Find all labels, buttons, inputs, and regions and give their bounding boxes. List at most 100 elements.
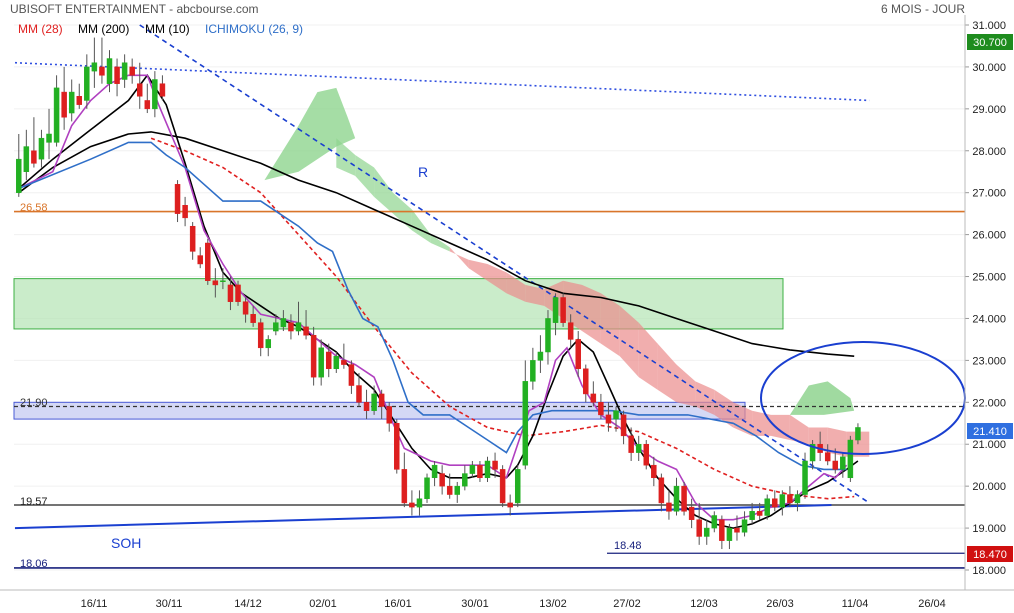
level-label-26-58: 26.58 bbox=[20, 202, 48, 214]
candle-body bbox=[651, 464, 657, 479]
candle-body bbox=[227, 284, 234, 302]
indicator-kijun bbox=[18, 141, 847, 471]
price-tag-high: 30.700 bbox=[973, 37, 1007, 49]
zone-green bbox=[13, 278, 784, 330]
price-tag-high-box bbox=[967, 34, 1013, 50]
candle-body bbox=[257, 322, 264, 349]
cloud-segment bbox=[600, 293, 620, 357]
candle-body bbox=[787, 494, 793, 504]
candle-body bbox=[824, 452, 831, 462]
candles bbox=[16, 37, 861, 550]
candle-body bbox=[507, 502, 513, 508]
cloud-segment bbox=[525, 284, 545, 306]
x-tick-label: 12/03 bbox=[690, 598, 718, 610]
price-tag-low-box bbox=[967, 546, 1013, 562]
candle-body bbox=[38, 137, 45, 160]
candle-body bbox=[144, 100, 151, 110]
candle-body bbox=[514, 469, 521, 504]
candle-body bbox=[477, 464, 483, 479]
candle-body bbox=[499, 469, 506, 504]
cloud-segment bbox=[657, 343, 677, 403]
chart-title: UBISOFT ENTERTAINMENT - abcbourse.com bbox=[10, 2, 259, 16]
candle-body bbox=[552, 297, 559, 323]
candle-body bbox=[136, 83, 143, 97]
candle-body bbox=[726, 527, 733, 541]
candle-body bbox=[189, 225, 196, 252]
candle-body bbox=[386, 406, 392, 424]
candle-body bbox=[688, 506, 695, 520]
y-tick-label: 29.000 bbox=[972, 104, 1006, 116]
x-tick-label: 16/11 bbox=[81, 598, 108, 610]
candle-body bbox=[560, 297, 566, 323]
x-tick-label: 13/02 bbox=[539, 598, 567, 610]
candle-body bbox=[537, 351, 544, 361]
cloud-segment bbox=[582, 284, 601, 344]
candle-body bbox=[53, 87, 60, 143]
candle-body bbox=[522, 381, 529, 466]
candle-body bbox=[764, 498, 770, 516]
candle-body bbox=[749, 511, 755, 520]
cloud-segment bbox=[789, 414, 809, 445]
candle-body bbox=[310, 334, 317, 378]
legend-mm200: MM (200) bbox=[78, 22, 129, 36]
candle-body bbox=[129, 66, 135, 76]
cloud-segment bbox=[487, 263, 507, 294]
x-tick-label: 14/12 bbox=[234, 598, 262, 610]
candle-body bbox=[303, 326, 309, 336]
candle-body bbox=[635, 443, 642, 453]
candle-body bbox=[598, 402, 604, 416]
candle-body bbox=[363, 402, 370, 411]
x-tick-label: 27/02 bbox=[613, 598, 641, 610]
cloud-segment bbox=[506, 272, 526, 302]
candle-body bbox=[61, 91, 67, 118]
cloud-segment bbox=[374, 167, 393, 214]
candle-body bbox=[212, 280, 219, 286]
indicator-mm-200- bbox=[18, 131, 855, 357]
candle-body bbox=[832, 460, 839, 470]
price-tag-low: 18.470 bbox=[973, 549, 1007, 561]
candle-body bbox=[159, 83, 166, 97]
candle-body bbox=[295, 322, 302, 332]
candle-body bbox=[446, 485, 453, 495]
level-label-21-90: 21.90 bbox=[20, 397, 48, 409]
candle-body bbox=[409, 502, 415, 508]
cloud-segment bbox=[676, 364, 696, 407]
candle-body bbox=[91, 62, 98, 72]
candle-body bbox=[575, 339, 581, 370]
candle-body bbox=[280, 318, 287, 328]
candle-body bbox=[469, 464, 476, 474]
indicator-lines bbox=[18, 73, 859, 529]
candle-body bbox=[794, 494, 801, 504]
cloud-segment bbox=[449, 247, 469, 269]
y-tick-label: 25.000 bbox=[972, 272, 1006, 284]
candle-body bbox=[84, 66, 90, 101]
candle-body bbox=[666, 502, 672, 512]
level-label-18-48: 18.48 bbox=[614, 540, 642, 552]
candle-body bbox=[620, 414, 627, 437]
y-tick-label: 19.000 bbox=[972, 523, 1006, 535]
y-tick-label: 26.000 bbox=[972, 230, 1006, 242]
legend-mm28: MM (28) bbox=[18, 22, 63, 36]
y-tick-label: 22.000 bbox=[972, 397, 1006, 409]
x-tick-label: 30/11 bbox=[156, 598, 183, 610]
candle-body bbox=[628, 435, 634, 453]
candle-body bbox=[719, 519, 725, 541]
chart-period: 6 MOIS - JOUR bbox=[881, 2, 965, 16]
x-tick-label: 11/04 bbox=[842, 598, 869, 610]
cloud-segment bbox=[468, 259, 488, 281]
annotation-resistance: R bbox=[418, 164, 428, 180]
candle-body bbox=[99, 66, 105, 76]
candle-body bbox=[220, 280, 226, 282]
x-tick-label: 26/04 bbox=[918, 598, 946, 610]
candle-body bbox=[779, 494, 786, 508]
candle-body bbox=[454, 485, 461, 495]
candle-body bbox=[673, 485, 680, 512]
cloud-segment bbox=[752, 410, 771, 436]
candle-body bbox=[643, 443, 650, 466]
x-tick-label: 16/01 bbox=[384, 598, 412, 610]
candle-body bbox=[711, 515, 718, 529]
candle-body bbox=[325, 351, 332, 370]
candle-body bbox=[681, 485, 687, 512]
y-tick-label: 24.000 bbox=[972, 313, 1006, 325]
